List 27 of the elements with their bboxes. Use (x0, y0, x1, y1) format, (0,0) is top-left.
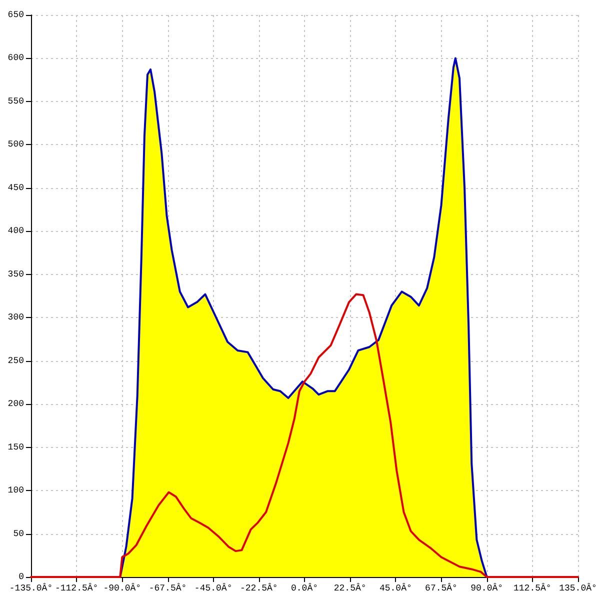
x-tick-label: -90.0Â° (103, 582, 142, 594)
y-tick-label: 450 (8, 182, 24, 193)
x-tick-label: -45.0Â° (194, 582, 232, 594)
y-tick-label: 600 (8, 53, 24, 64)
x-tick-label: 112.5Â° (514, 582, 552, 594)
y-tick-label: 50 (13, 528, 24, 539)
y-tick-label: 300 (8, 312, 24, 323)
y-tick-label: 0 (18, 572, 24, 582)
x-tick-label: -135.0Â° (9, 582, 53, 594)
y-tick-label: 550 (8, 96, 24, 106)
x-tick-label: -112.5Â° (54, 582, 98, 594)
y-tick-label: 250 (8, 356, 24, 366)
y-tick-label: 650 (8, 10, 24, 20)
x-tick-label: 67.5Â° (425, 582, 458, 594)
x-tick-label: 90.0Â° (470, 582, 504, 594)
x-tick-label: -22.5Â° (240, 582, 278, 594)
y-tick-label: 400 (8, 226, 24, 236)
x-tick-label: 22.5Â° (334, 582, 366, 594)
y-tick-label: 500 (8, 140, 24, 150)
x-tick-label: 0.0Â° (290, 582, 318, 594)
x-tick-label: -67.5Â° (148, 582, 187, 594)
y-tick-label: 150 (8, 442, 24, 452)
y-tick-label: 350 (8, 269, 24, 280)
y-tick-label: 200 (8, 399, 24, 410)
y-tick-label: 100 (8, 486, 24, 496)
x-tick-label: 45.0Â° (379, 582, 412, 594)
x-tick-label: 135.0Â° (559, 582, 597, 594)
